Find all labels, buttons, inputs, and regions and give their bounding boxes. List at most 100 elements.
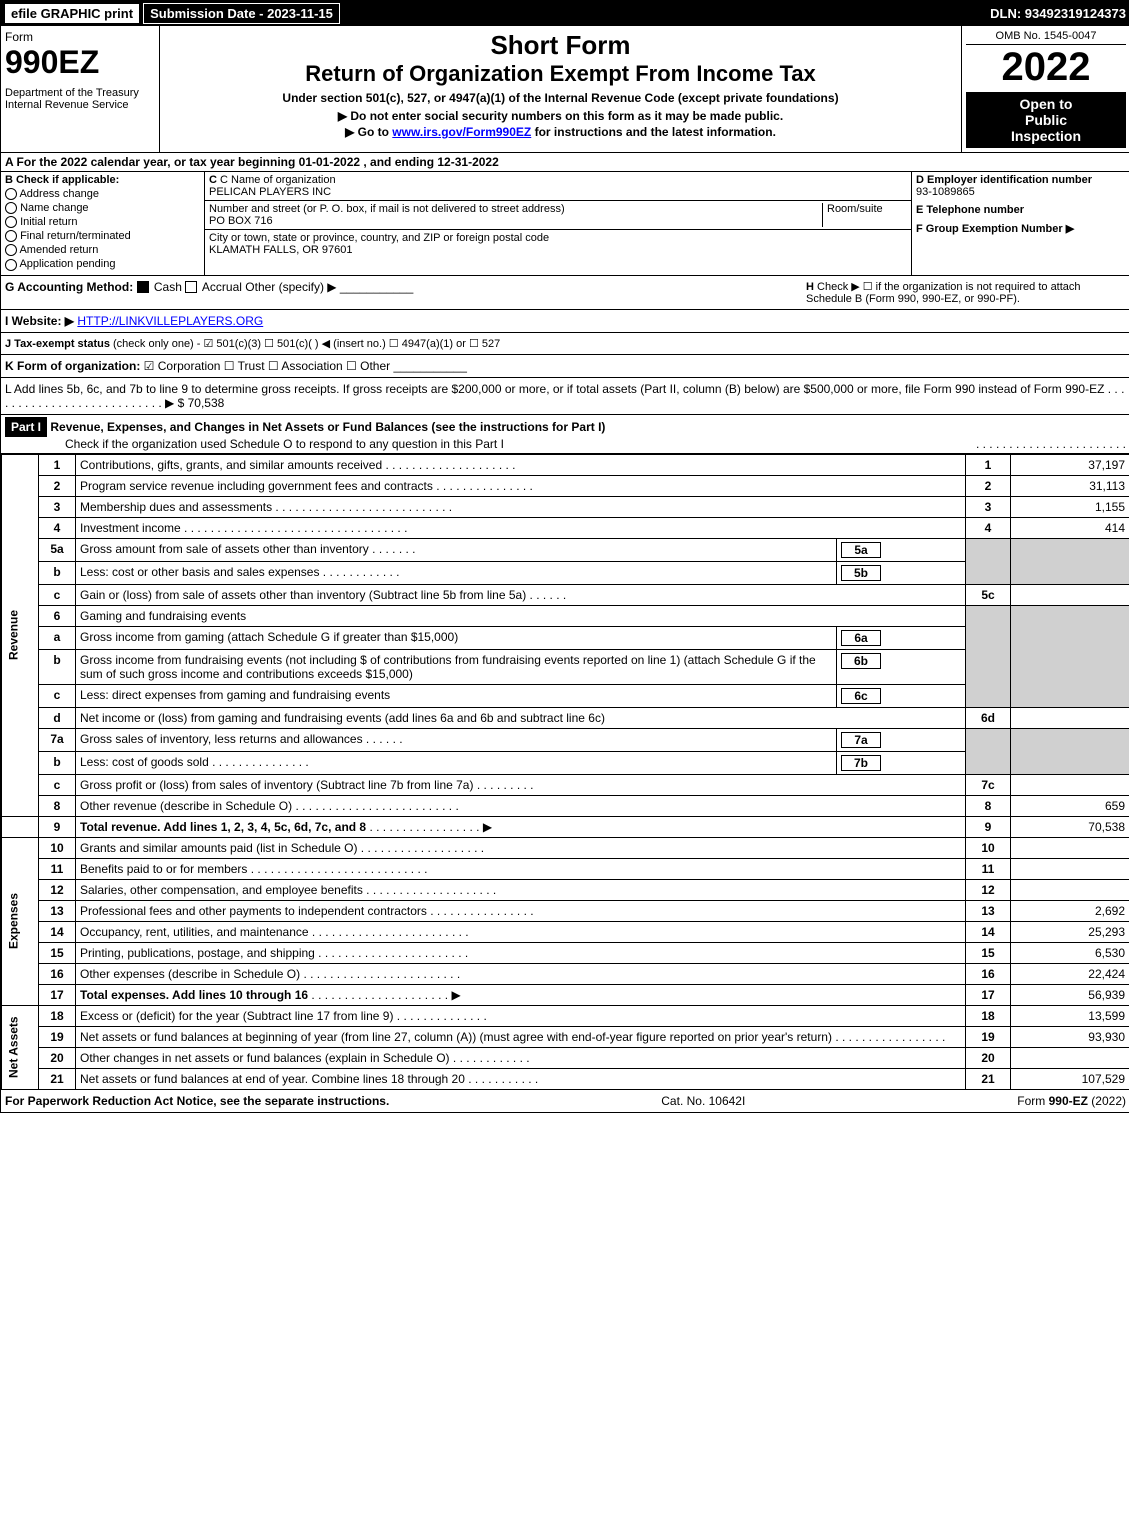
l10-amt [1011, 837, 1129, 858]
l17-box: 17 [966, 984, 1011, 1005]
checkbox-amended-return[interactable] [5, 244, 17, 256]
checkbox-accrual[interactable] [185, 281, 197, 293]
l5c-amt [1011, 584, 1129, 605]
section-a-text: A For the 2022 calendar year, or tax yea… [5, 155, 499, 169]
l5b-desc: Less: cost or other basis and sales expe… [80, 565, 319, 579]
tax-exempt-opts: ☑ 501(c)(3) ☐ 501(c)( ) ◀ (insert no.) ☐… [204, 338, 501, 350]
checkbox-final-return[interactable] [5, 230, 17, 242]
part1-label: Part I [5, 417, 47, 437]
website-link[interactable]: HTTP://LINKVILLEPLAYERS.ORG [77, 314, 263, 328]
street-value: PO BOX 716 [209, 215, 822, 227]
l6a-desc: Gross income from gaming (attach Schedul… [80, 630, 458, 644]
l6d-desc: Net income or (loss) from gaming and fun… [80, 711, 605, 725]
section-defg: D Employer identification number 93-1089… [911, 172, 1129, 275]
l18-amt: 13,599 [1011, 1005, 1129, 1026]
checkbox-application-pending[interactable] [5, 259, 17, 271]
tax-exempt-label: J Tax-exempt status [5, 338, 110, 350]
checkbox-initial-return[interactable] [5, 216, 17, 228]
l6d-amt [1011, 707, 1129, 728]
l5b-num: b [39, 561, 76, 584]
l18-desc: Excess or (deficit) for the year (Subtra… [80, 1009, 393, 1023]
l19-num: 19 [39, 1026, 76, 1047]
inspection-2: Public [970, 112, 1122, 128]
l9-num: 9 [39, 816, 76, 837]
l17-arrow: ▶ [451, 988, 460, 1002]
l16-desc: Other expenses (describe in Schedule O) [80, 967, 300, 981]
form-org-opts: ☑ Corporation ☐ Trust ☐ Association ☐ Ot… [144, 359, 390, 373]
section-l-text: L Add lines 5b, 6c, and 7b to line 9 to … [5, 382, 1124, 410]
name-label: C C Name of organization [209, 174, 907, 186]
title-return: Return of Organization Exempt From Incom… [164, 61, 957, 87]
room-label: Room/suite [827, 203, 907, 215]
city-label: City or town, state or province, country… [209, 232, 907, 244]
footer-left: For Paperwork Reduction Act Notice, see … [5, 1094, 389, 1108]
row-i: I Website: ▶ HTTP://LINKVILLEPLAYERS.ORG [1, 310, 1129, 333]
accounting-label: G Accounting Method: [5, 280, 133, 294]
irs-link[interactable]: www.irs.gov/Form990EZ [392, 125, 531, 139]
l11-num: 11 [39, 858, 76, 879]
form-number: 990EZ [5, 44, 155, 81]
footer: For Paperwork Reduction Act Notice, see … [1, 1090, 1129, 1112]
inspection-3: Inspection [970, 128, 1122, 144]
l7a-num: 7a [39, 728, 76, 751]
opt-address-change: Address change [19, 188, 99, 200]
l17-num: 17 [39, 984, 76, 1005]
l11-amt [1011, 858, 1129, 879]
part1-row: Part I Revenue, Expenses, and Changes in… [1, 415, 1129, 454]
footer-right-pre: Form [1017, 1094, 1048, 1108]
l6-num: 6 [39, 605, 76, 626]
l2-box: 2 [966, 475, 1011, 496]
l12-desc: Salaries, other compensation, and employ… [80, 883, 363, 897]
l15-desc: Printing, publications, postage, and shi… [80, 946, 315, 960]
l17-amt: 56,939 [1011, 984, 1129, 1005]
l6a-num: a [39, 626, 76, 649]
group-exempt-label: F Group Exemption Number ▶ [916, 223, 1074, 235]
l20-box: 20 [966, 1047, 1011, 1068]
instr-goto-pre: ▶ Go to [345, 125, 392, 139]
dept-label: Department of the Treasury [5, 87, 155, 99]
l21-desc: Net assets or fund balances at end of ye… [80, 1072, 465, 1086]
l5c-desc: Gain or (loss) from sale of assets other… [80, 588, 526, 602]
part1-check-text: Check if the organization used Schedule … [65, 437, 504, 451]
instr-ssn: ▶ Do not enter social security numbers o… [164, 109, 957, 123]
l8-box: 8 [966, 795, 1011, 816]
checkbox-name-change[interactable] [5, 202, 17, 214]
l6-desc: Gaming and fundraising events [80, 609, 246, 623]
l12-amt [1011, 879, 1129, 900]
checkbox-address-change[interactable] [5, 188, 17, 200]
l2-num: 2 [39, 475, 76, 496]
l14-box: 14 [966, 921, 1011, 942]
l10-num: 10 [39, 837, 76, 858]
l6b-desc: Gross income from fundraising events (no… [80, 653, 816, 681]
l13-num: 13 [39, 900, 76, 921]
l13-desc: Professional fees and other payments to … [80, 904, 427, 918]
l15-amt: 6,530 [1011, 942, 1129, 963]
top-bar: efile GRAPHIC print Submission Date - 20… [1, 1, 1129, 26]
checkbox-cash[interactable] [137, 281, 149, 293]
l19-desc: Net assets or fund balances at beginning… [80, 1030, 832, 1044]
l7a-ibox: 7a [841, 732, 881, 748]
opt-other: Other (specify) ▶ [245, 280, 336, 294]
form-org-label: K Form of organization: [5, 359, 140, 373]
l7a-desc: Gross sales of inventory, less returns a… [80, 732, 363, 746]
l5a-ibox: 5a [841, 542, 881, 558]
l3-amt: 1,155 [1011, 496, 1129, 517]
l2-amt: 31,113 [1011, 475, 1129, 496]
name-label-text: C Name of organization [220, 174, 336, 186]
l7c-amt [1011, 774, 1129, 795]
title-short-form: Short Form [164, 30, 957, 61]
l13-amt: 2,692 [1011, 900, 1129, 921]
instr-goto-post: for instructions and the latest informat… [531, 125, 776, 139]
l11-box: 11 [966, 858, 1011, 879]
form-container: efile GRAPHIC print Submission Date - 20… [0, 0, 1129, 1113]
l7c-box: 7c [966, 774, 1011, 795]
opt-initial-return: Initial return [20, 216, 77, 228]
l5a-num: 5a [39, 538, 76, 561]
l9-desc: Total revenue. Add lines 1, 2, 3, 4, 5c,… [80, 820, 366, 834]
opt-amended-return: Amended return [19, 244, 98, 256]
l8-desc: Other revenue (describe in Schedule O) [80, 799, 292, 813]
l21-box: 21 [966, 1068, 1011, 1089]
l18-num: 18 [39, 1005, 76, 1026]
l8-num: 8 [39, 795, 76, 816]
footer-right-bold: 990-EZ [1049, 1094, 1088, 1108]
